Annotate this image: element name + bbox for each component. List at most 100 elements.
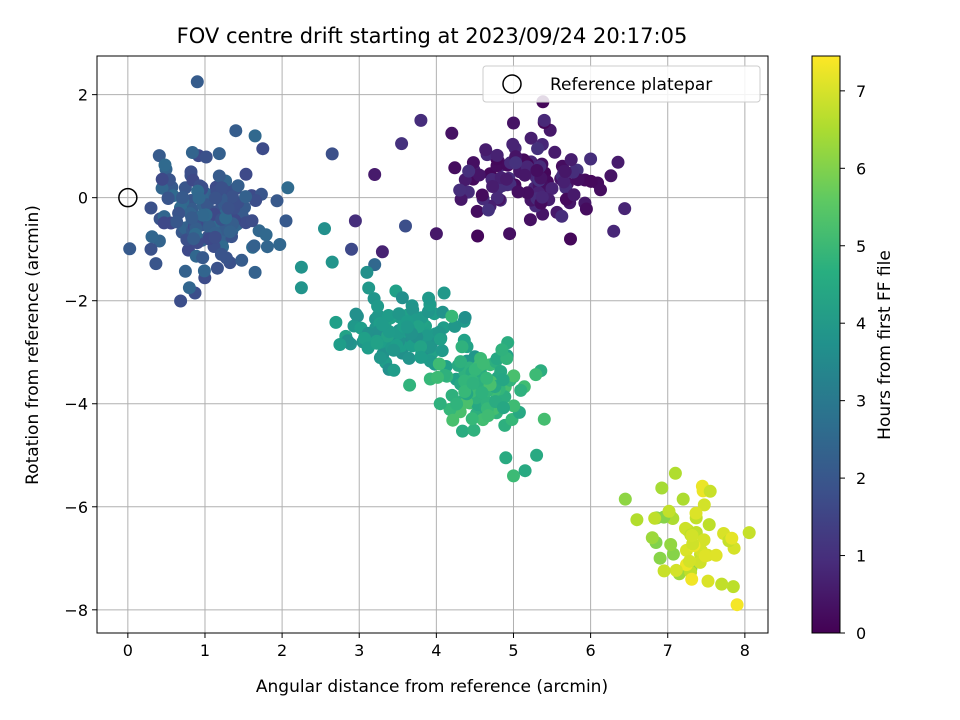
data-point [387,343,401,357]
data-point [567,188,581,202]
data-point [579,202,593,216]
data-point [655,481,669,495]
data-point [229,124,243,138]
data-point [479,143,493,157]
data-points [123,75,756,612]
data-point [662,504,676,518]
data-point [445,309,459,323]
x-tick-label: 5 [508,641,518,660]
colorbar-tick-label: 6 [856,159,866,178]
data-point [360,265,374,279]
data-point [149,257,163,271]
data-point [742,526,756,540]
data-point [545,182,559,195]
data-point [530,448,544,462]
data-point [329,315,343,329]
data-point [158,158,172,172]
data-point [558,165,572,178]
data-point [437,286,451,300]
legend-label: Reference platepar [550,75,712,95]
data-point [521,186,534,200]
plot-frame [96,55,769,634]
data-point [509,156,523,170]
y-tick-label: 2 [78,86,88,105]
data-point [345,242,358,256]
x-tick-label: 4 [431,641,441,660]
data-point [730,598,744,612]
data-point [668,466,682,480]
data-point [185,211,199,225]
data-point [231,179,245,193]
data-point [370,336,384,350]
colorbar-gradient [811,55,841,634]
data-point [683,554,696,568]
data-point [535,190,549,204]
data-point [212,147,226,161]
data-point [174,294,188,308]
data-point [248,129,262,143]
data-point [403,378,417,392]
data-point [648,511,662,525]
data-point [235,253,249,267]
data-point [435,344,449,358]
data-point [564,232,577,246]
data-point [270,194,284,208]
data-point [715,577,729,591]
x-tick-label: 3 [354,641,364,660]
colorbar-label: Hours from first FF file [875,250,895,440]
data-point [500,172,513,186]
data-point [260,240,274,254]
data-point [199,150,213,164]
data-point [450,397,464,411]
data-point [472,168,486,182]
data-point [144,242,158,256]
data-point [273,238,287,251]
data-point [155,172,169,186]
data-point [325,255,339,269]
data-point [219,211,233,225]
colorbar-tick-label: 1 [856,547,866,566]
data-point [212,169,226,183]
data-point [123,242,137,256]
data-point [239,167,253,181]
data-point [429,227,443,241]
data-point [348,214,362,228]
data-point [215,181,229,195]
data-point [176,191,189,204]
data-point [455,340,469,354]
data-point [697,498,711,512]
legend-box [482,65,761,103]
data-point [514,383,528,397]
data-point [422,291,436,305]
colorbar: 0 1 2 3 4 5 6 7 Hours from first FF file [811,55,895,643]
colorbar-tick-label: 5 [856,237,866,256]
data-point [685,529,699,542]
data-point [653,551,667,565]
x-tick-label: 0 [123,641,133,660]
data-point [611,155,625,169]
data-point [462,164,476,178]
data-point [248,265,262,279]
data-point [325,147,339,161]
data-point [495,343,509,357]
data-point [432,357,446,371]
data-point [703,484,717,498]
data-point [486,180,500,193]
colorbar-tick-label: 3 [856,392,866,411]
data-point [594,183,607,197]
data-point [245,214,259,228]
data-point [400,320,414,334]
data-point [382,309,395,322]
data-point [702,518,716,532]
x-tick-label: 7 [663,641,673,660]
x-axis-label: Angular distance from reference (arcmin) [256,677,608,697]
data-point [685,572,699,586]
data-point [256,142,270,156]
data-point [657,564,671,578]
y-tick-label: 0 [78,189,88,208]
data-point [145,230,159,244]
data-point [294,260,308,274]
data-point [548,145,562,159]
colorbar-tick-label: 2 [856,469,866,488]
